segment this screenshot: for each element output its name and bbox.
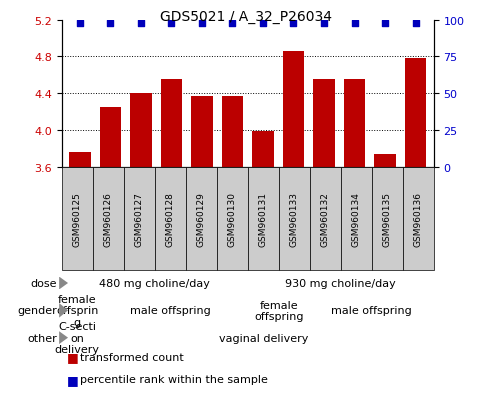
Point [198, 21, 206, 27]
Text: GSM960133: GSM960133 [290, 192, 299, 246]
Point [106, 21, 114, 27]
Text: GSM960126: GSM960126 [104, 192, 113, 246]
Polygon shape [59, 303, 68, 318]
Polygon shape [59, 277, 68, 290]
Text: GSM960132: GSM960132 [321, 192, 330, 246]
Text: vaginal delivery: vaginal delivery [218, 333, 308, 343]
Point [76, 21, 84, 27]
Polygon shape [59, 331, 68, 344]
Point [137, 21, 145, 27]
Text: C-secti
on
delivery: C-secti on delivery [55, 321, 100, 354]
Point [289, 21, 297, 27]
Bar [344, 80, 365, 167]
Text: ■: ■ [67, 350, 78, 363]
Point [229, 21, 237, 27]
Text: GSM960136: GSM960136 [414, 192, 423, 246]
Bar [161, 80, 182, 167]
Text: 480 mg choline/day: 480 mg choline/day [99, 278, 210, 288]
Point [351, 21, 358, 27]
Text: GSM960135: GSM960135 [383, 192, 392, 246]
Text: dose: dose [30, 278, 57, 288]
Text: male offspring: male offspring [130, 306, 211, 316]
Bar [100, 108, 121, 167]
Text: ■: ■ [67, 373, 78, 386]
Point [381, 21, 389, 27]
Bar [405, 59, 426, 167]
Text: 930 mg choline/day: 930 mg choline/day [285, 278, 396, 288]
Point [259, 21, 267, 27]
Point [320, 21, 328, 27]
Text: other: other [27, 333, 57, 343]
Point [412, 21, 420, 27]
Text: female
offspring: female offspring [254, 300, 304, 321]
Bar [374, 154, 396, 167]
Text: female
offsprin
g: female offsprin g [56, 294, 98, 327]
Bar [191, 97, 212, 167]
Text: transformed count: transformed count [80, 352, 184, 362]
Text: GDS5021 / A_32_P26034: GDS5021 / A_32_P26034 [161, 10, 332, 24]
Bar [130, 94, 152, 167]
Text: male offspring: male offspring [331, 306, 412, 316]
Text: GSM960127: GSM960127 [135, 192, 143, 246]
Text: percentile rank within the sample: percentile rank within the sample [80, 375, 268, 385]
Point [168, 21, 176, 27]
Text: GSM960134: GSM960134 [352, 192, 361, 246]
Text: GSM960131: GSM960131 [259, 192, 268, 246]
Text: GSM960128: GSM960128 [166, 192, 175, 246]
Text: GSM960129: GSM960129 [197, 192, 206, 246]
Text: GSM960130: GSM960130 [228, 192, 237, 246]
Bar [252, 131, 274, 167]
Text: gender: gender [17, 306, 57, 316]
Text: GSM960125: GSM960125 [72, 192, 82, 246]
Bar [69, 153, 91, 167]
Bar [314, 80, 335, 167]
Bar [222, 97, 243, 167]
Bar [283, 52, 304, 167]
